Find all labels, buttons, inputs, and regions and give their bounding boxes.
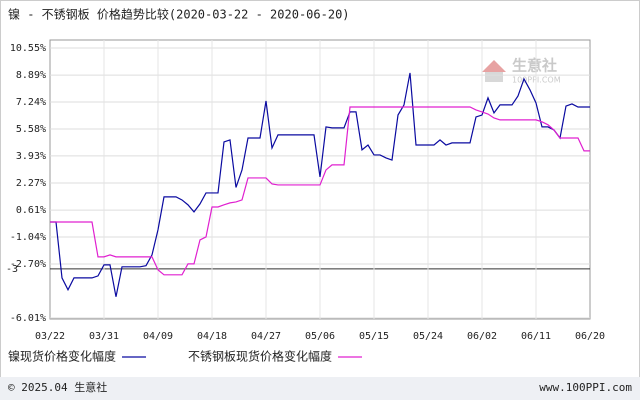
watermark-icon — [482, 60, 506, 72]
y-tick-label: 7.24% — [16, 97, 46, 108]
y-tick-label: 5.58% — [16, 124, 46, 135]
y-tick-label: 3.93% — [16, 151, 46, 162]
x-tick-label: 03/22 — [35, 331, 65, 342]
legend-label: 不锈钢板现货价格变化幅度 — [188, 349, 332, 364]
x-tick-label: 06/11 — [521, 331, 551, 342]
watermark-icon — [485, 72, 503, 82]
y-tick-label: -6.01% — [10, 313, 46, 324]
x-tick-label: 05/06 — [305, 331, 335, 342]
x-tick-label: 04/09 — [143, 331, 173, 342]
footer-bar — [0, 377, 640, 400]
chart-title: 镍 - 不锈钢板 价格趋势比较(2020-03-22 - 2020-06-20) — [8, 7, 350, 22]
footer-copyright: © 2025.04 生意社 — [8, 380, 107, 394]
watermark: 生意社 100PPI.COM — [482, 57, 561, 85]
footer-url: www.100PPI.com — [539, 381, 632, 394]
y-tick-label: 2.27% — [16, 178, 46, 189]
y-tick-label: 0.61% — [16, 205, 46, 216]
x-tick-label: 04/27 — [251, 331, 281, 342]
x-tick-label: 06/02 — [467, 331, 497, 342]
series-line — [50, 72, 590, 297]
x-tick-label: 04/18 — [197, 331, 227, 342]
series-line — [50, 106, 590, 276]
reference-label: -3 — [6, 264, 18, 275]
x-tick-label: 03/31 — [89, 331, 119, 342]
y-tick-label: 8.89% — [16, 70, 46, 81]
watermark-name: 生意社 — [512, 57, 557, 75]
x-tick-label: 05/15 — [359, 331, 389, 342]
y-tick-label: 10.55% — [10, 43, 46, 54]
x-tick-label: 06/20 — [575, 331, 605, 342]
y-tick-label: -2.70% — [10, 259, 46, 270]
y-tick-label: -1.04% — [10, 232, 46, 243]
x-tick-label: 05/24 — [413, 331, 443, 342]
legend-label: 镍现货价格变化幅度 — [8, 349, 116, 364]
